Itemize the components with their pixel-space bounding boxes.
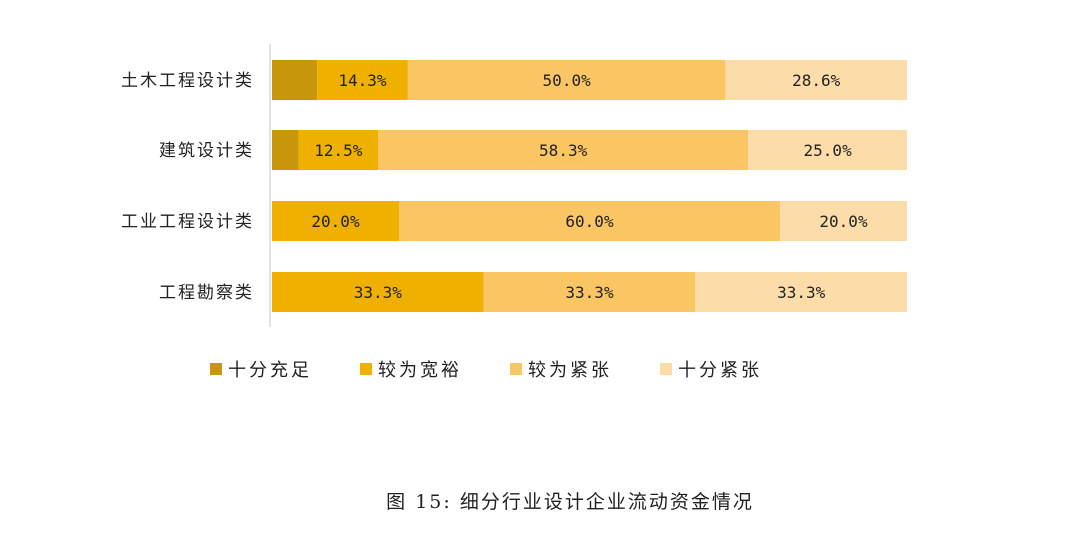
bar-segment	[317, 60, 408, 100]
legend-item-jiaowei-jinzhang: 较为紧张	[510, 356, 612, 382]
category-tick-label: 工程勘察类	[159, 283, 254, 303]
bar-segment	[407, 60, 726, 100]
data-label: 20.0%	[311, 212, 360, 231]
legend-item-shifen-chongzu: 十分充足	[210, 356, 312, 382]
legend-label: 十分紧张	[678, 360, 762, 381]
bar-segment	[272, 130, 299, 170]
data-label: 20.0%	[819, 212, 868, 231]
data-label: 12.5%	[314, 141, 363, 160]
bar-segment	[780, 201, 907, 241]
bar-segment	[695, 272, 907, 312]
bar-segment	[272, 60, 318, 100]
data-label: 33.3%	[777, 283, 826, 302]
legend-item-jiaowei-kuanyu: 较为宽裕	[360, 356, 462, 382]
legend-label: 较为宽裕	[378, 360, 462, 381]
bar-segment	[272, 272, 484, 312]
bar-segment	[483, 272, 696, 312]
bar-segment	[399, 201, 780, 241]
legend-label: 较为紧张	[528, 360, 612, 381]
legend-swatch	[660, 363, 672, 375]
bar-segment	[272, 201, 399, 241]
legend-swatch	[360, 363, 372, 375]
bar-segment	[748, 130, 907, 170]
category-tick-label: 土木工程设计类	[121, 71, 254, 91]
figure-caption: 图 15: 细分行业设计企业流动资金情况	[386, 491, 754, 513]
legend-label: 十分充足	[228, 360, 312, 381]
data-label: 60.0%	[565, 212, 614, 231]
data-label: 58.3%	[539, 141, 588, 160]
category-tick-label: 建筑设计类	[159, 141, 254, 161]
legend-swatch	[510, 363, 522, 375]
legend: 十分充足 较为宽裕 较为紧张 十分紧张	[210, 356, 810, 382]
data-label: 33.3%	[354, 283, 403, 302]
data-label: 28.6%	[792, 71, 841, 90]
legend-item-shifen-jinzhang: 十分紧张	[660, 356, 762, 382]
data-label: 14.3%	[338, 71, 387, 90]
bar-segment	[378, 130, 749, 170]
data-label: 33.3%	[565, 283, 614, 302]
legend-swatch	[210, 363, 222, 375]
data-label: 50.0%	[543, 71, 592, 90]
category-tick-label: 工业工程设计类	[121, 212, 254, 232]
data-label: 25.0%	[804, 141, 853, 160]
bar-segment	[298, 130, 379, 170]
bar-segment	[725, 60, 907, 100]
